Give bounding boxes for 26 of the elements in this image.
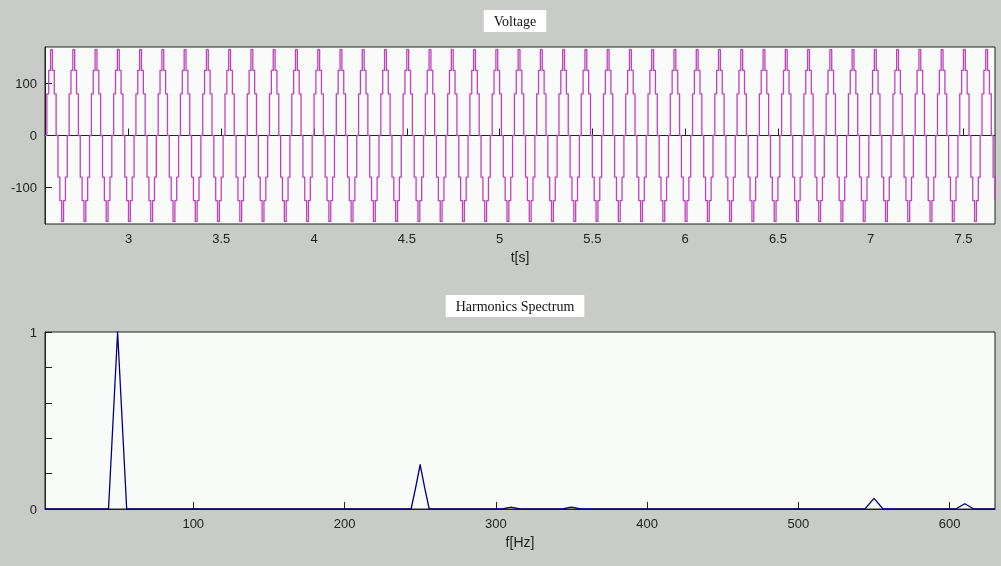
x-tick-label: 5.5 bbox=[583, 231, 602, 246]
y-tick-label: 1 bbox=[29, 324, 37, 340]
x-tick-label: 500 bbox=[787, 516, 810, 531]
y-tick-label: 0 bbox=[29, 501, 37, 517]
x-axis-title: t[s] bbox=[510, 249, 530, 265]
x-tick-label: 200 bbox=[333, 516, 356, 531]
x-tick-label: 7.5 bbox=[954, 231, 973, 246]
y-tick-label: 0 bbox=[29, 128, 37, 143]
x-tick-label: 5 bbox=[495, 231, 504, 246]
x-tick-label: 4.5 bbox=[397, 231, 416, 246]
chart-title: Voltage bbox=[493, 13, 537, 29]
y-tick-label: -100 bbox=[10, 180, 37, 196]
x-tick-label: 6.5 bbox=[768, 231, 787, 246]
chart-title: Harmonics Spectrum bbox=[455, 298, 575, 314]
x-tick-label: 3 bbox=[124, 231, 133, 246]
x-tick-label: 3.5 bbox=[212, 231, 231, 246]
x-tick-label: 400 bbox=[636, 516, 658, 531]
x-tick-label: 100 bbox=[182, 516, 205, 531]
x-tick-label: 6 bbox=[681, 231, 689, 246]
x-tick-label: 600 bbox=[938, 516, 961, 531]
x-tick-label: 4 bbox=[310, 231, 318, 246]
x-tick-label: 300 bbox=[484, 516, 507, 531]
x-tick-label: 7 bbox=[867, 231, 875, 246]
x-axis-title: f[Hz] bbox=[505, 534, 535, 550]
line-series bbox=[44, 331, 996, 510]
y-tick-label: 100 bbox=[15, 75, 37, 91]
